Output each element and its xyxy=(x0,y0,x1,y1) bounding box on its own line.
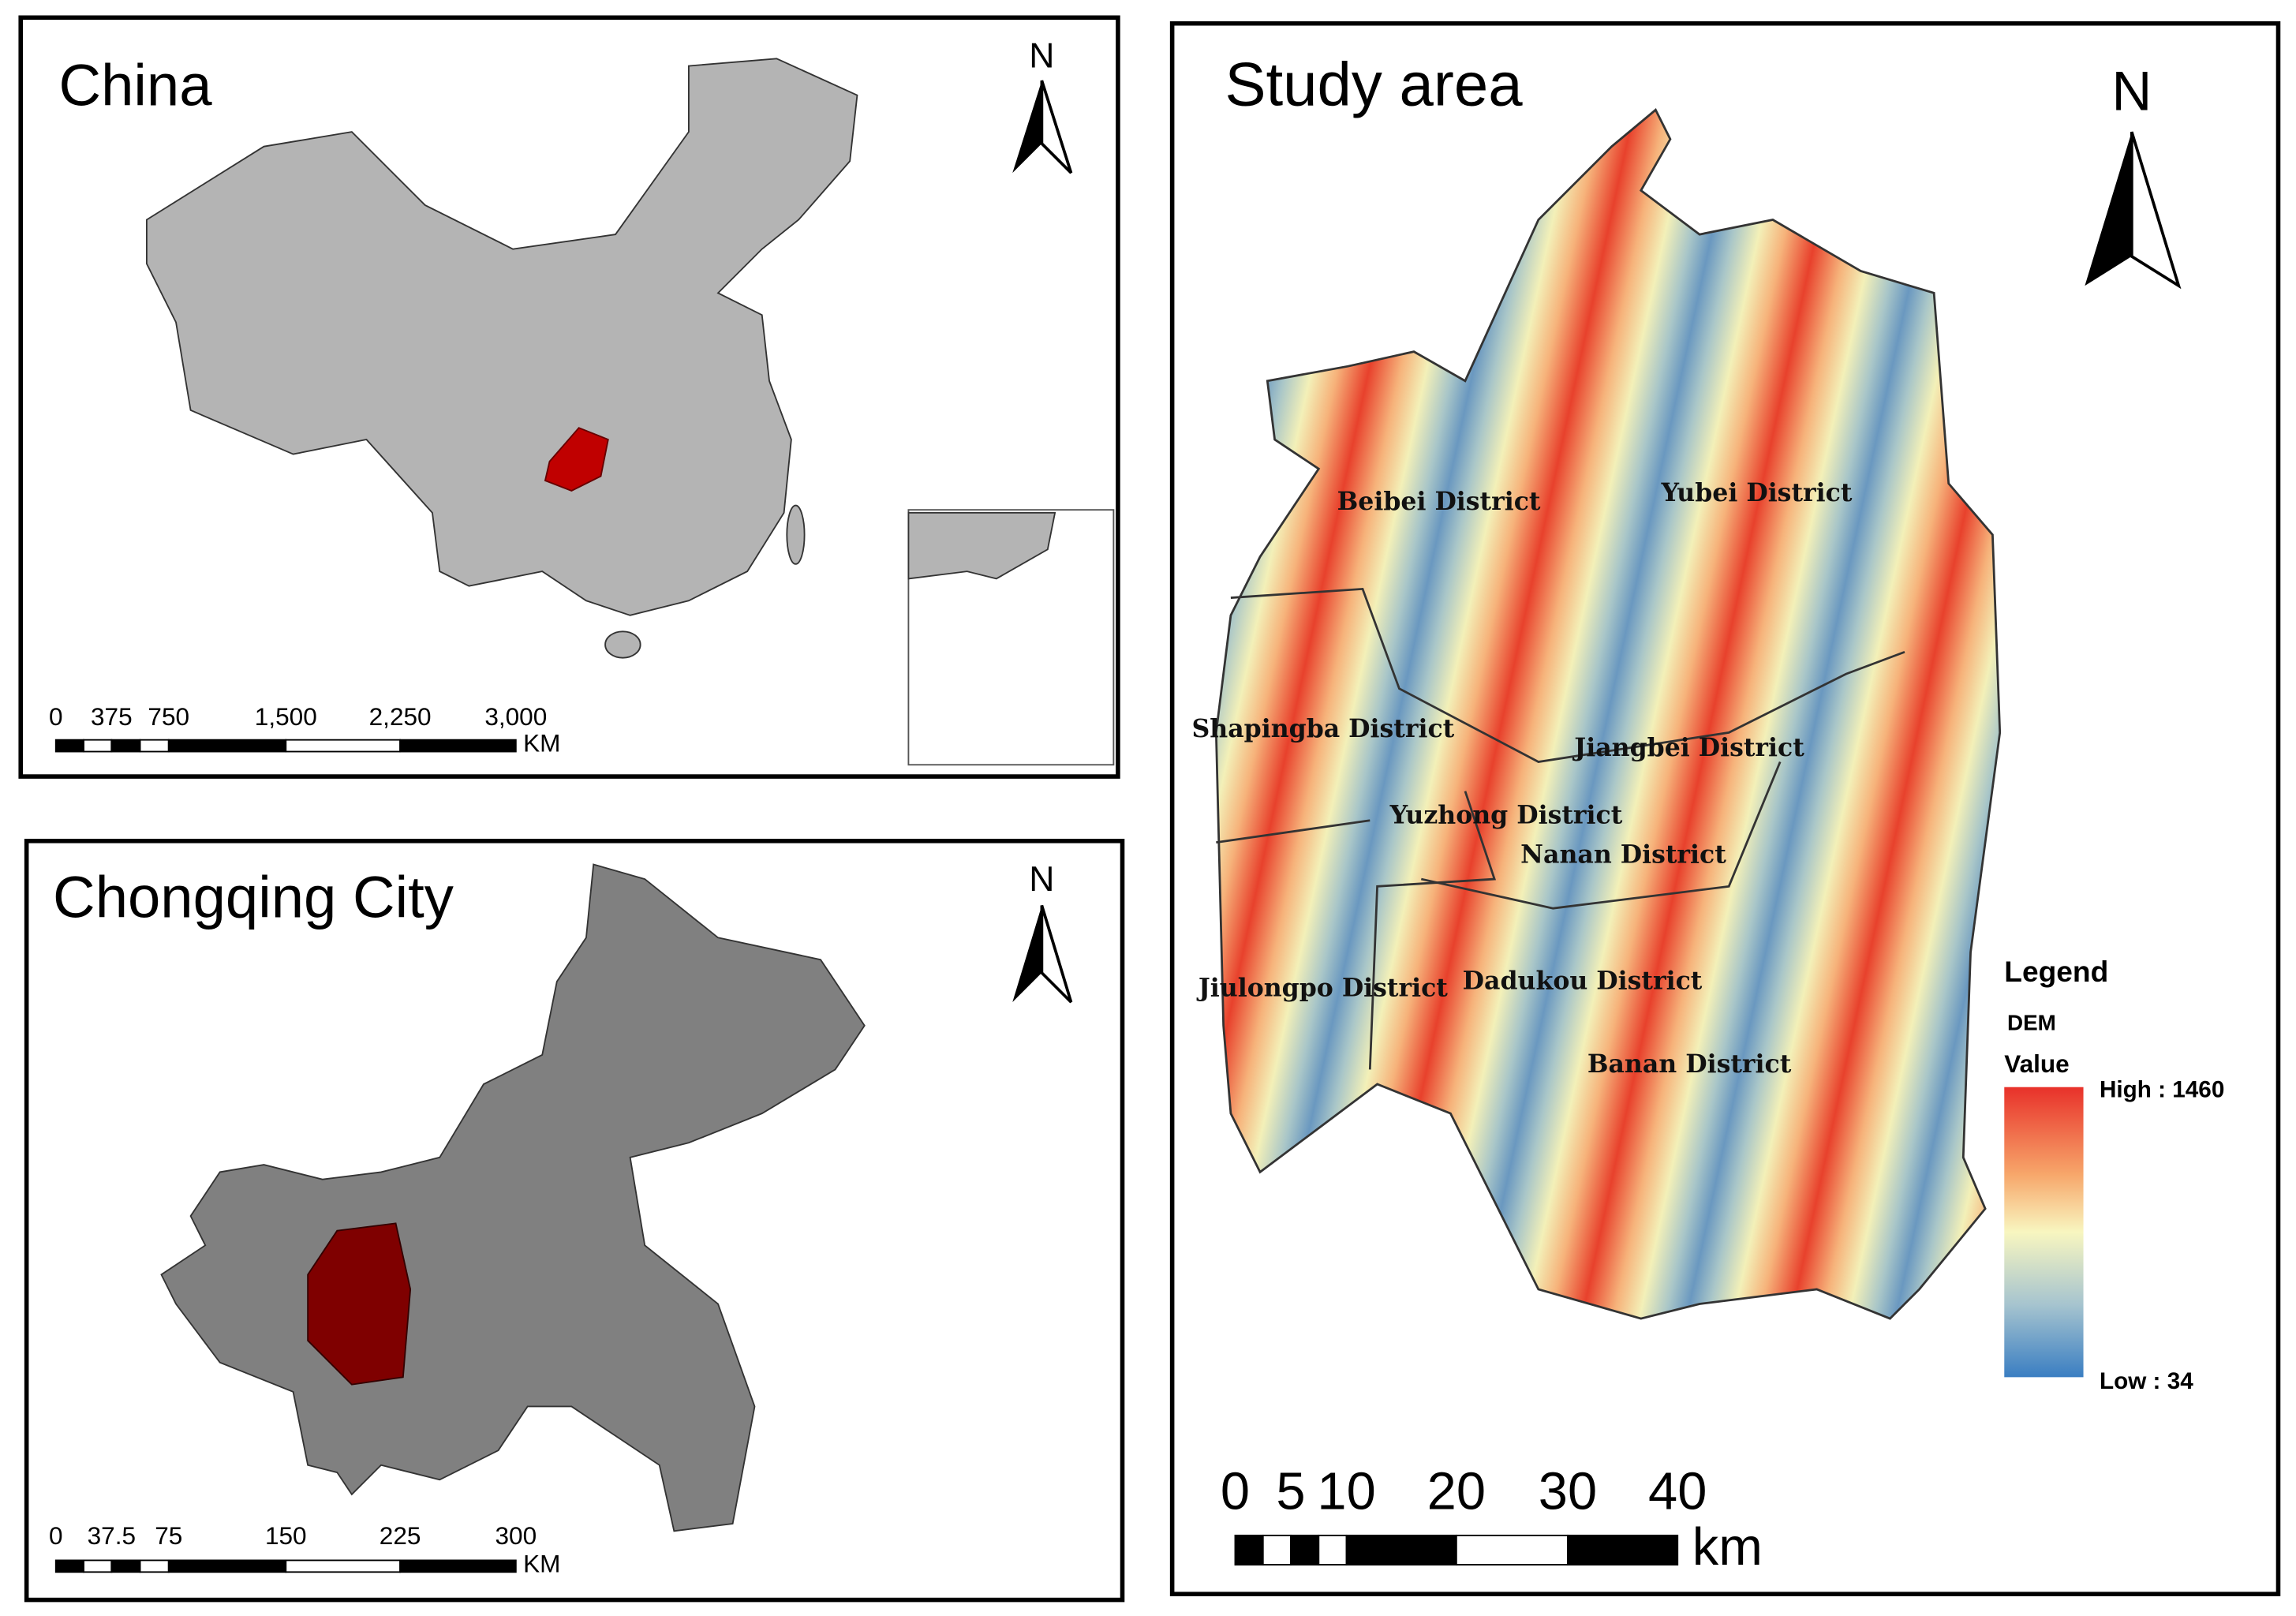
district-label: Yubei District xyxy=(1661,478,1853,507)
scale-unit: KM xyxy=(523,1549,560,1577)
district-label: Banan District xyxy=(1587,1049,1792,1079)
scale-label: 0 xyxy=(49,702,63,731)
scale-label: 10 xyxy=(1317,1461,1375,1521)
scale-label: 300 xyxy=(495,1521,537,1550)
scale-label: 750 xyxy=(148,702,189,731)
scale-segment xyxy=(54,1559,84,1573)
scale-label: 2,250 xyxy=(369,702,432,731)
china-outline xyxy=(145,58,858,616)
scale-segment xyxy=(1262,1534,1292,1566)
scale-label: 20 xyxy=(1427,1461,1486,1521)
scale-segment xyxy=(285,1559,402,1573)
legend-colorbar xyxy=(2004,1087,2084,1378)
scale-segment xyxy=(167,1559,287,1573)
scale-segment xyxy=(139,739,170,753)
scale-segment xyxy=(399,739,517,753)
legend-title: Legend xyxy=(2004,955,2108,988)
scale-segment xyxy=(1318,1534,1348,1566)
scale-segment xyxy=(1234,1534,1264,1566)
scale-segment xyxy=(1455,1534,1569,1566)
scale-segment xyxy=(83,1559,113,1573)
scale-label: 150 xyxy=(265,1521,307,1550)
district-label: Beibei District xyxy=(1337,487,1541,516)
scale-segment xyxy=(285,739,402,753)
panel-title: Study area xyxy=(1225,50,1523,119)
north-arrow-right xyxy=(1040,80,1073,174)
scale-unit: km xyxy=(1692,1517,1763,1577)
legend-field: Value xyxy=(2004,1049,2069,1078)
panel-title: Chongqing City xyxy=(53,864,454,930)
district-label: Dadukou District xyxy=(1463,966,1703,995)
scale-unit: KM xyxy=(523,729,560,758)
legend-low: Low : 34 xyxy=(2100,1368,2193,1394)
scale-segment xyxy=(110,739,141,753)
north-label: N xyxy=(1029,860,1054,899)
scale-segment xyxy=(167,739,287,753)
inset-land xyxy=(907,511,1056,580)
scale-label: 0 xyxy=(49,1521,63,1550)
scale-segment xyxy=(54,739,84,753)
study-highlight xyxy=(307,1222,412,1386)
district-label: Nanan District xyxy=(1520,840,1726,870)
north-label: N xyxy=(1029,36,1054,75)
scale-segment xyxy=(399,1559,517,1573)
scale-label: 75 xyxy=(155,1521,182,1550)
scale-segment xyxy=(139,1559,170,1573)
district-label: Yuzhong District xyxy=(1389,800,1623,829)
scale-label: 375 xyxy=(91,702,133,731)
scale-label: 3,000 xyxy=(484,702,547,731)
scale-segment xyxy=(83,739,113,753)
scale-label: 0 xyxy=(1221,1461,1250,1521)
scale-segment xyxy=(1345,1534,1457,1566)
scale-label: 30 xyxy=(1539,1461,1597,1521)
chongqing-highlight xyxy=(544,427,609,492)
scale-segment xyxy=(110,1559,141,1573)
legend-high: High : 1460 xyxy=(2100,1077,2224,1103)
scale-label: 1,500 xyxy=(255,702,317,731)
scale-label: 37.5 xyxy=(88,1521,136,1550)
district-label: Jiulongpo District xyxy=(1196,974,1448,1003)
north-arrow-right xyxy=(1040,904,1073,1004)
scale-segment xyxy=(1290,1534,1320,1566)
north-arrow-right xyxy=(2130,131,2182,290)
scale-label: 40 xyxy=(1648,1461,1707,1521)
panel-title: China xyxy=(59,53,213,118)
district-label: Jiangbei District xyxy=(1572,733,1804,762)
district-boundaries xyxy=(1216,587,1905,1070)
north-label: N xyxy=(2111,59,2152,122)
island xyxy=(786,504,806,565)
legend-layer: DEM xyxy=(2007,1010,2056,1034)
district-label: Shapingba District xyxy=(1192,714,1455,743)
scale-segment xyxy=(1567,1534,1679,1566)
scale-label: 5 xyxy=(1276,1461,1305,1521)
dem-area xyxy=(1214,108,2002,1320)
scale-label: 225 xyxy=(380,1521,421,1550)
island xyxy=(604,630,641,659)
